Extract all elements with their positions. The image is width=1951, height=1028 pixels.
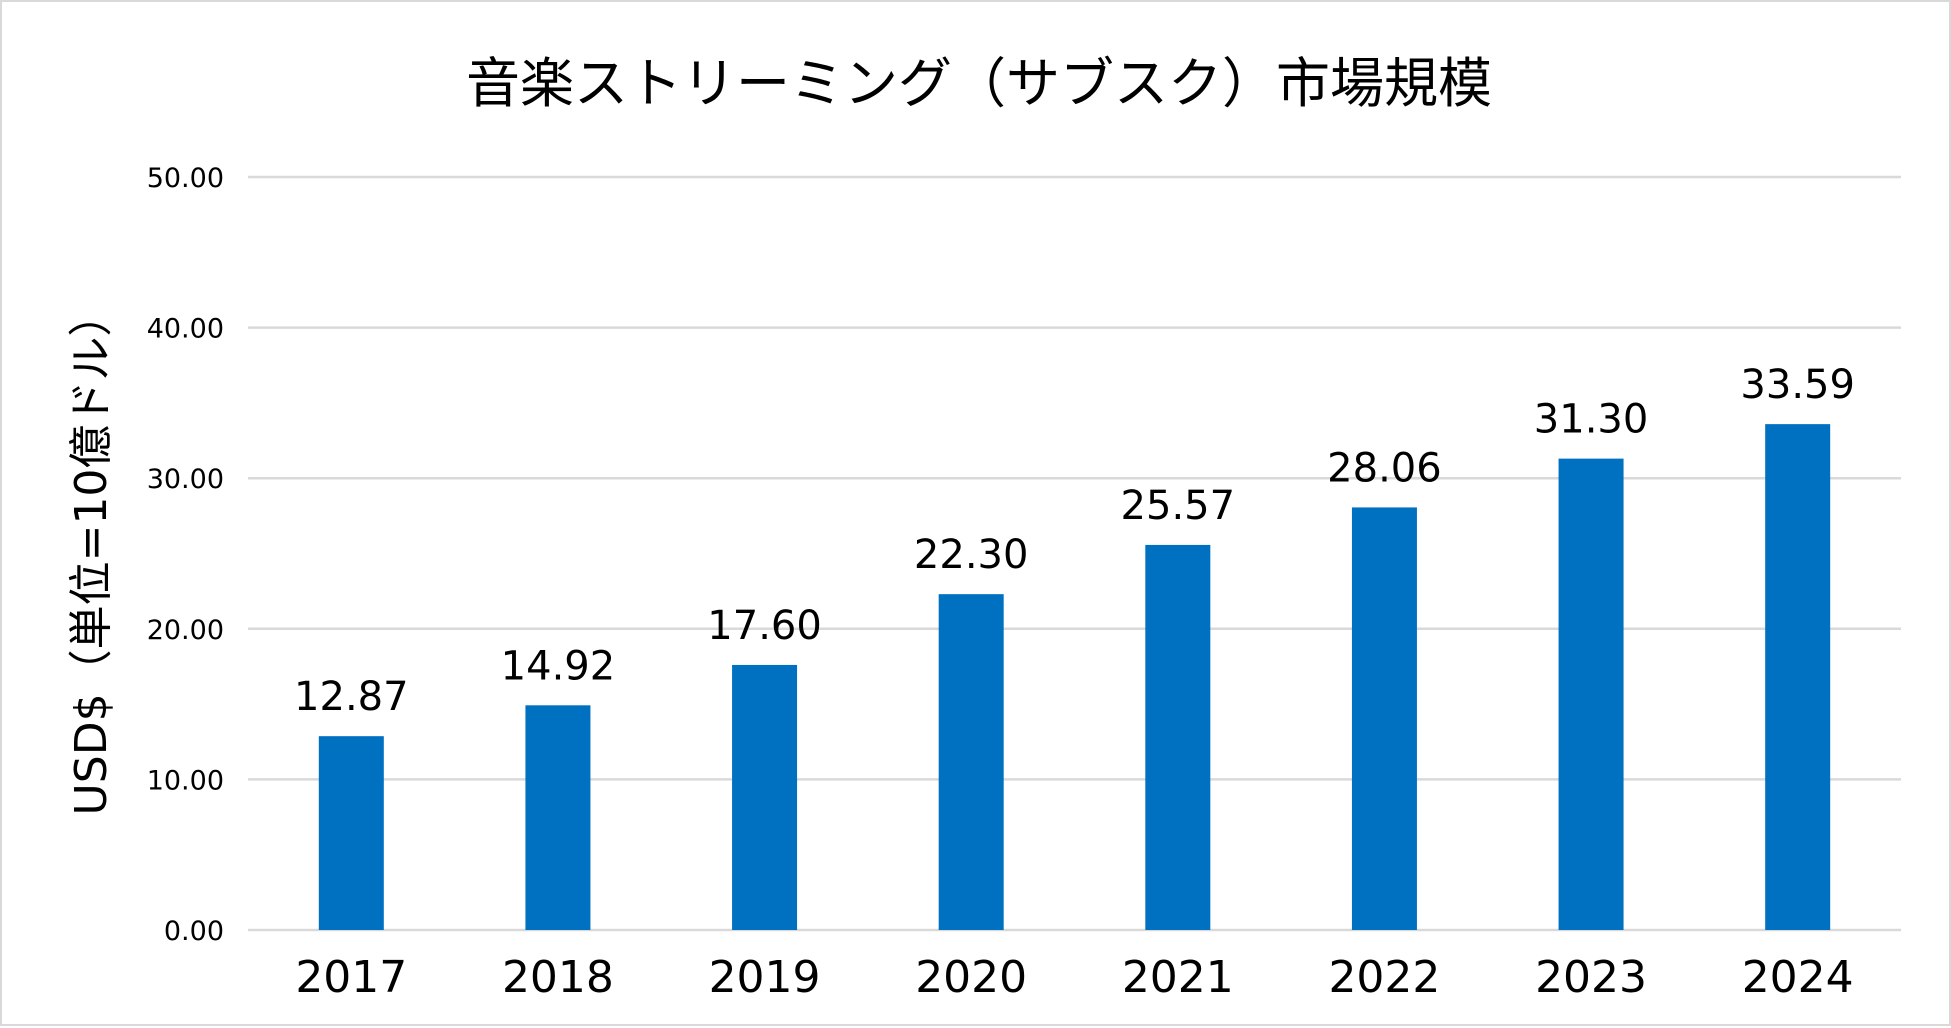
bar-2020 (938, 594, 1004, 930)
y-tick-label: 20.00 (147, 615, 224, 646)
y-tick-label: 50.00 (147, 163, 224, 194)
data-label: 12.87 (294, 674, 409, 720)
data-label: 14.92 (501, 643, 616, 689)
x-tick-label: 2023 (1535, 952, 1647, 1003)
x-tick-label: 2017 (295, 952, 407, 1003)
y-axis-label: USD$（単位=10億ドル） (66, 293, 117, 816)
bar-2021 (1145, 544, 1211, 930)
labels: 0.00 10.00 20.00 30.00 40.00 50.00 12.87 2017 14… (147, 163, 1855, 1003)
x-tick-label: 2020 (915, 952, 1027, 1003)
data-label: 33.59 (1740, 362, 1855, 408)
x-tick-label: 2019 (709, 952, 821, 1003)
y-tick-label: 0.00 (164, 916, 224, 947)
bar-2017 (318, 736, 384, 930)
x-tick-label: 2022 (1328, 952, 1440, 1003)
chart-title: 音楽ストリーミング（サブスク）市場規模 (466, 52, 1492, 115)
data-label: 22.30 (914, 532, 1029, 578)
bar-2022 (1351, 507, 1417, 930)
bar-2023 (1558, 458, 1624, 930)
x-tick-label: 2021 (1122, 952, 1234, 1003)
data-label: 31.30 (1534, 397, 1649, 443)
gridlines (248, 175, 1901, 932)
y-tick-label: 30.00 (147, 464, 224, 495)
data-label: 28.06 (1327, 445, 1442, 491)
data-label: 17.60 (707, 603, 822, 649)
bar-2019 (732, 664, 798, 930)
y-tick-label: 10.00 (147, 765, 224, 796)
y-tick-label: 40.00 (147, 314, 224, 345)
data-label: 25.57 (1121, 483, 1236, 529)
bar-2018 (525, 705, 591, 930)
bars (318, 424, 1831, 930)
x-tick-label: 2018 (502, 952, 614, 1003)
bar-2024 (1765, 424, 1831, 930)
x-tick-label: 2024 (1742, 952, 1854, 1003)
